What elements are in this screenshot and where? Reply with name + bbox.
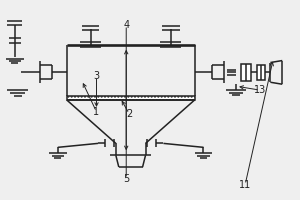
- Bar: [67, 96, 195, 100]
- Text: 1: 1: [93, 107, 100, 117]
- Text: 2: 2: [126, 109, 132, 119]
- Text: 3: 3: [93, 71, 100, 81]
- Bar: [241, 64, 251, 81]
- Bar: [257, 65, 265, 80]
- Text: 11: 11: [239, 180, 251, 190]
- Text: 4: 4: [123, 20, 129, 30]
- Text: 5: 5: [123, 174, 129, 184]
- Text: 13: 13: [254, 85, 266, 95]
